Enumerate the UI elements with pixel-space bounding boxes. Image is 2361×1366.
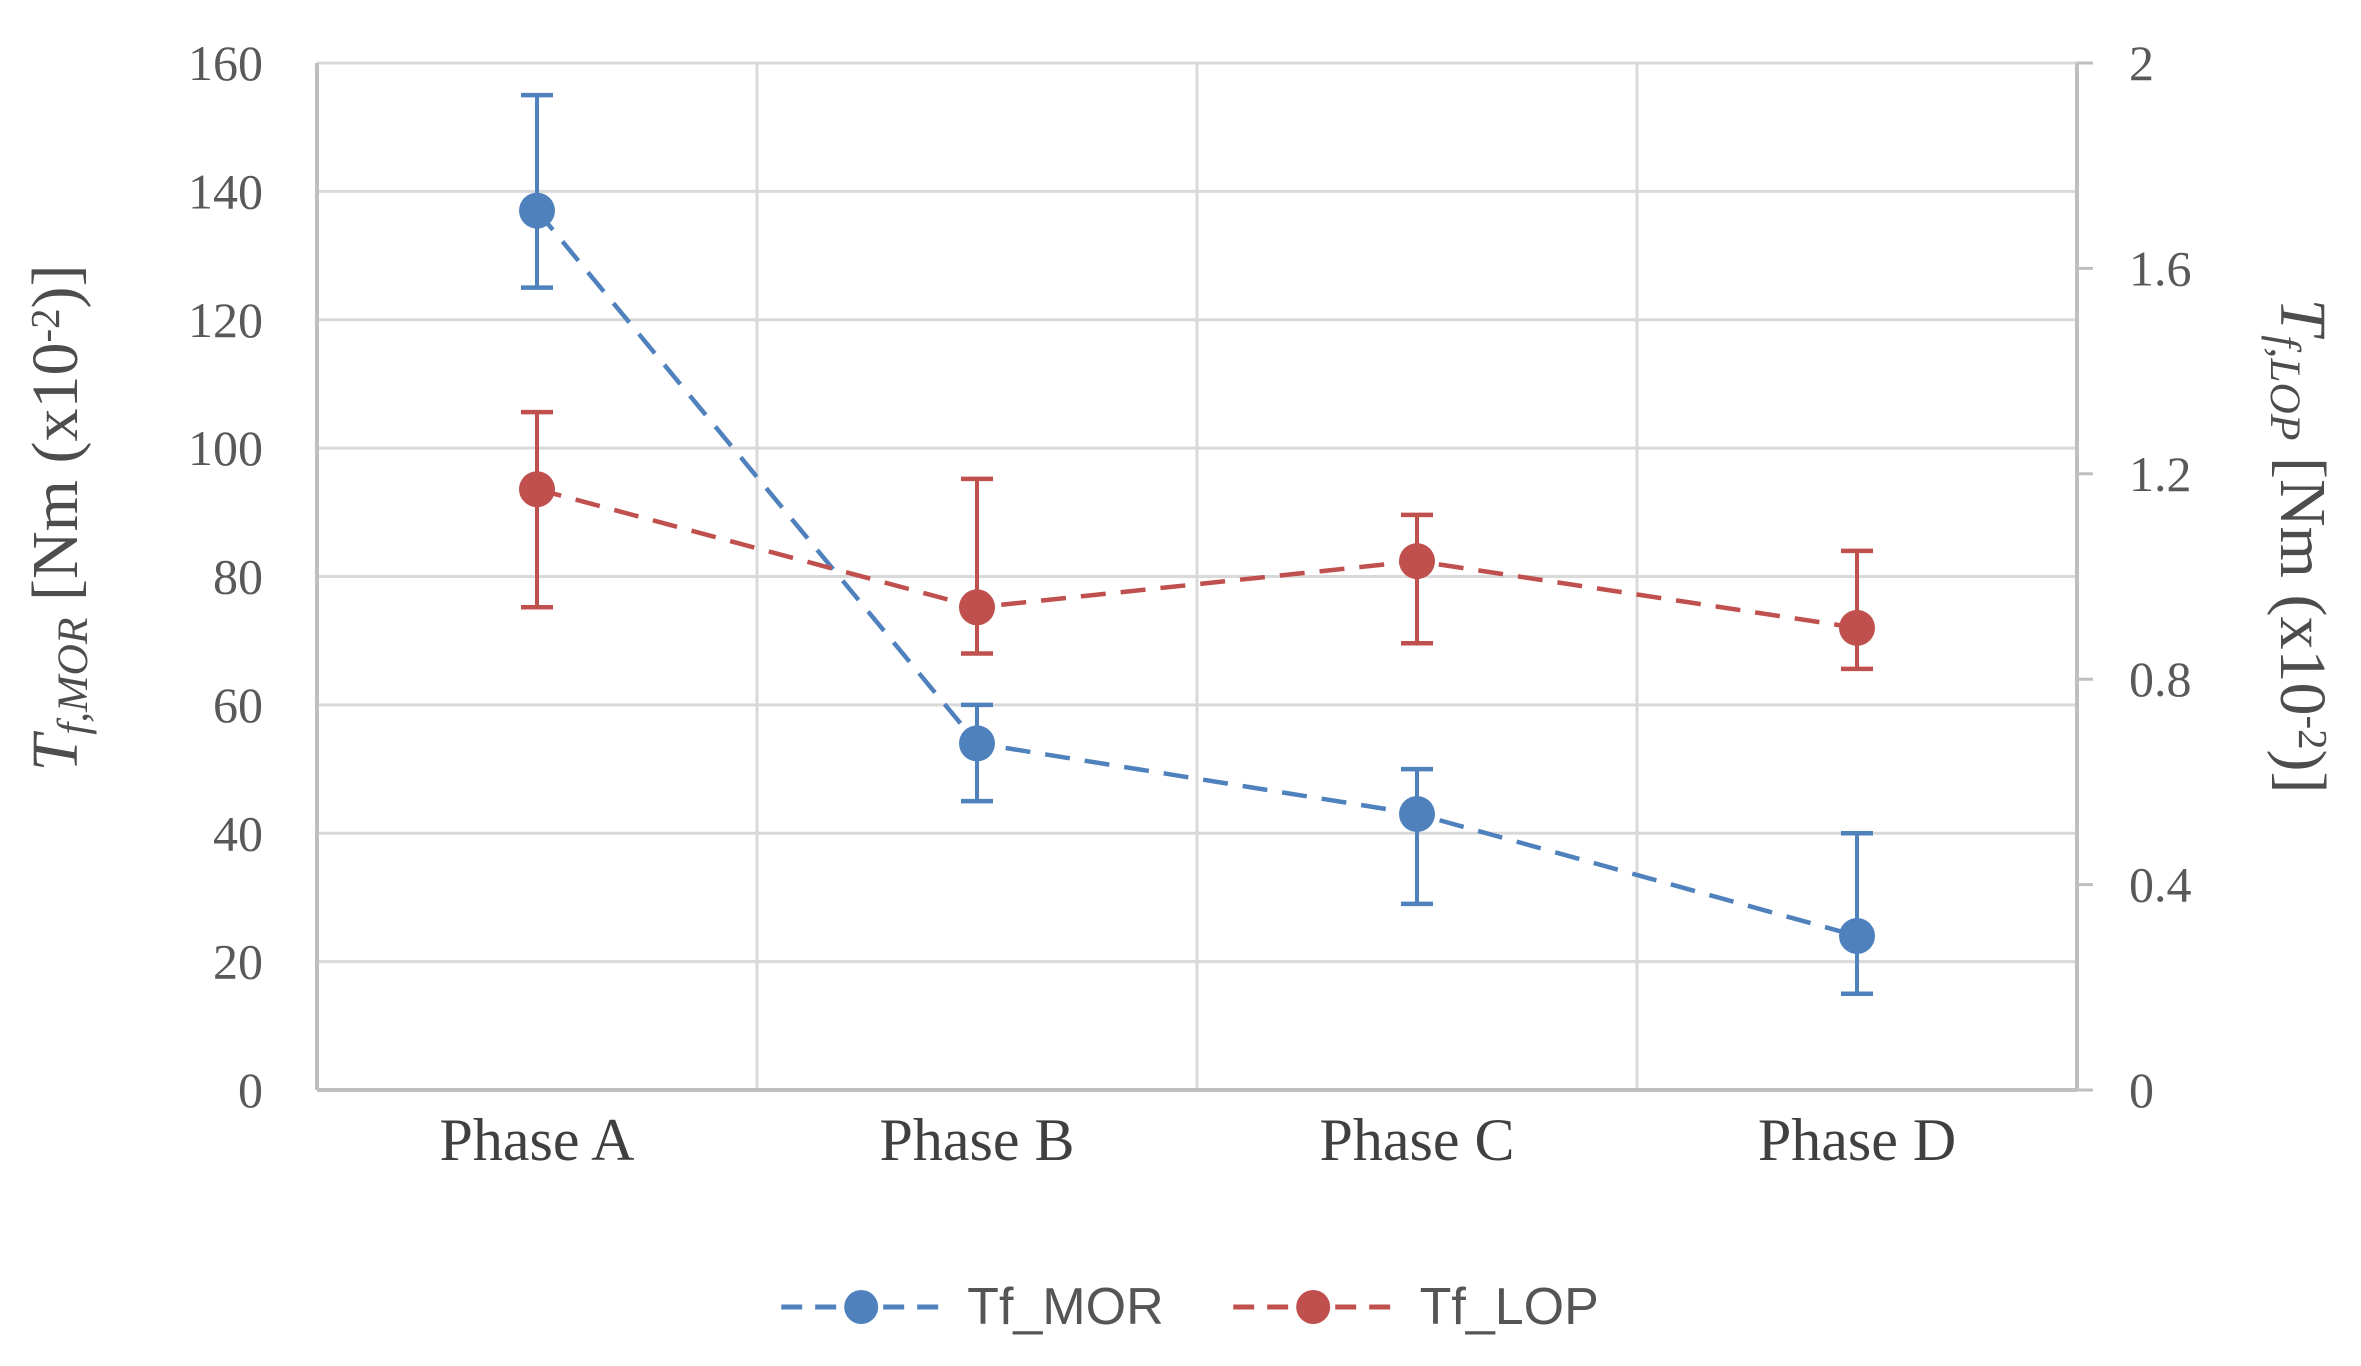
legend-label: Tf_MOR [967, 1278, 1164, 1336]
right-tick-label: 1.6 [2129, 240, 2192, 296]
data-point-marker-Tf_MOR [959, 725, 995, 762]
left-axis-symbol: T [19, 734, 93, 772]
left-tick-label: 120 [188, 292, 263, 348]
data-point-marker-Tf_LOP [519, 471, 555, 508]
left-tick-label: 80 [213, 549, 263, 605]
data-point-marker-Tf_LOP [1839, 609, 1875, 646]
right-tick-label: 0 [2129, 1062, 2154, 1118]
legend-label: Tf_LOP [1419, 1278, 1599, 1336]
left-axis-subscript: f,MOR [48, 617, 97, 735]
left-tick-label: 60 [213, 677, 263, 733]
legend-circle-marker [1296, 1290, 1331, 1324]
left-tick-label: 20 [213, 934, 263, 990]
left-axis-units: [Nm (x10 [19, 342, 93, 618]
legend-marker-icon [781, 1290, 942, 1324]
category-label: Phase D [1758, 1107, 1956, 1173]
data-point-marker-Tf_MOR [1399, 795, 1435, 832]
series-line-Tf_LOP [536, 487, 1858, 631]
series-line-Tf_MOR [535, 209, 1858, 939]
right-axis-symbol: T [2265, 298, 2339, 336]
category-label: Phase B [880, 1107, 1075, 1173]
right-axis-units-close: )] [2265, 749, 2339, 794]
left-tick-label: 140 [188, 163, 263, 219]
legend-marker-icon [1233, 1290, 1394, 1324]
legend-circle-marker [844, 1290, 879, 1324]
right-tick-label: 2 [2129, 35, 2154, 91]
left-tick-label: 0 [238, 1062, 263, 1118]
right-axis-subscript: f,LOP [2261, 335, 2310, 441]
data-point-marker-Tf_MOR [1839, 917, 1875, 954]
legend-item-Tf_MOR: Tf_MOR [781, 1278, 1164, 1336]
legend: Tf_MOR Tf_LOP [781, 1281, 1599, 1333]
left-axis-exponent: -2 [22, 308, 68, 343]
right-axis-title: Tf,LOP [Nm (x10-2)] [2260, 299, 2340, 794]
right-axis-units: [Nm (x10 [2265, 440, 2339, 716]
data-point-marker-Tf_LOP [1399, 543, 1435, 580]
left-axis-units-close: )] [19, 264, 93, 309]
category-label: Phase A [440, 1107, 635, 1173]
data-point-marker-Tf_LOP [959, 589, 995, 626]
left-axis-title: Tf,MOR [Nm (x10-2)] [18, 264, 98, 771]
right-tick-label: 0.8 [2129, 651, 2192, 707]
right-tick-label: 1.2 [2129, 446, 2192, 502]
left-tick-label: 100 [188, 420, 263, 476]
data-point-marker-Tf_MOR [519, 192, 555, 229]
right-tick-label: 0.4 [2129, 857, 2192, 913]
left-tick-label: 160 [188, 35, 263, 91]
right-axis-exponent: -2 [2290, 715, 2336, 750]
category-label: Phase C [1320, 1107, 1515, 1173]
left-tick-label: 40 [213, 805, 263, 861]
legend-item-Tf_LOP: Tf_LOP [1233, 1278, 1599, 1336]
